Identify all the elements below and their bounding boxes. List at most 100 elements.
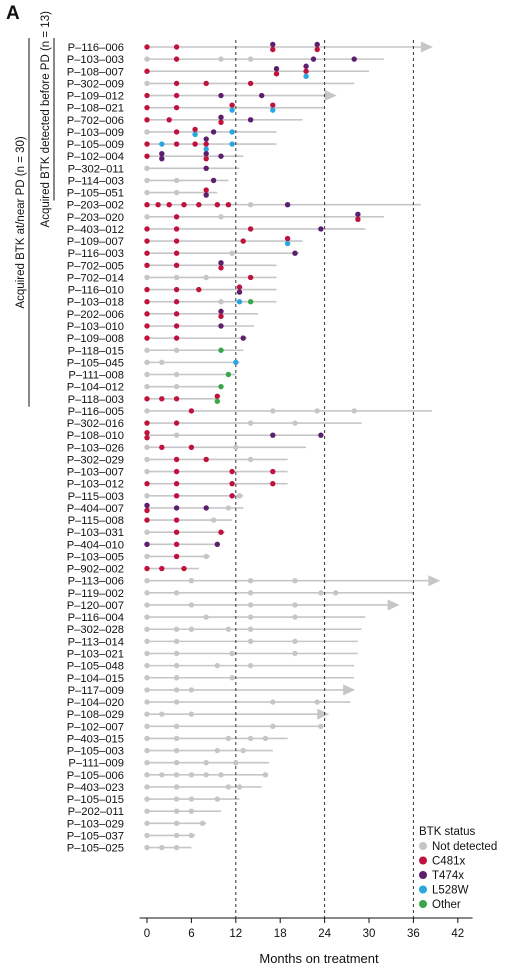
status-dot-c481: [173, 323, 180, 329]
status-dot-c481: [144, 141, 150, 147]
patient-label: P–116–005: [68, 406, 124, 418]
status-dot-nd: [333, 590, 339, 596]
status-dot-c481: [144, 117, 150, 123]
status-dot-c481: [236, 284, 243, 290]
status-dot-c481: [203, 187, 209, 193]
status-dot-c481: [270, 468, 276, 475]
status-dot-other: [218, 383, 224, 390]
patient-label: P–102–004: [67, 151, 124, 163]
legend-swatch-l528: [419, 885, 427, 894]
status-dot-nd: [229, 675, 235, 681]
status-dot-nd: [144, 408, 150, 414]
legend-swatch-c481: [419, 856, 427, 865]
status-dot-t474: [273, 66, 280, 72]
status-dot-nd: [203, 614, 209, 620]
status-dot-nd: [144, 165, 150, 171]
status-dot-c481: [144, 201, 150, 208]
status-dot-nd: [173, 747, 180, 754]
patient-label: P–103–009: [67, 127, 124, 139]
status-dot-t474: [159, 155, 165, 162]
patient-label: P–105–025: [67, 843, 124, 855]
status-dot-nd: [144, 590, 150, 596]
status-dot-nd: [173, 383, 180, 390]
status-dot-nd: [173, 820, 180, 827]
status-dot-c481: [355, 216, 361, 223]
x-tick-label: 12: [229, 928, 242, 940]
status-dot-nd: [144, 214, 150, 220]
reference-lines: [235, 40, 414, 918]
status-dot-c481: [144, 434, 150, 441]
status-dot-c481: [144, 420, 150, 426]
patient-label: P–109–007: [67, 236, 124, 248]
patient-label: P–702–006: [67, 115, 124, 127]
patient-label: P–115–008: [68, 515, 124, 527]
x-tick-label: 42: [451, 928, 464, 940]
patient-label: P–103–005: [67, 551, 124, 563]
patient-label: P–109–012: [67, 91, 124, 103]
patient-label: P–114–003: [68, 175, 124, 187]
legend-label-t474: T474x: [432, 870, 464, 882]
status-dot-nd: [144, 687, 150, 693]
status-dot-nd: [173, 687, 180, 693]
status-dot-nd: [173, 189, 180, 196]
status-dot-nd: [214, 796, 220, 802]
status-dot-c481: [314, 46, 320, 53]
status-dot-c481: [214, 201, 220, 208]
ongoing-arrow: [420, 41, 433, 53]
status-dot-nd: [247, 602, 254, 608]
x-tick-label: 30: [363, 928, 376, 940]
status-dot-c481: [196, 286, 202, 293]
patient-label: P–302–016: [67, 418, 124, 430]
patient-label: P–105–048: [67, 661, 124, 673]
x-tick-label: 18: [274, 928, 287, 940]
status-dot-nd: [144, 529, 150, 535]
status-dot-t474: [173, 505, 180, 511]
status-dot-nd: [229, 650, 235, 657]
status-dot-t474: [203, 165, 209, 171]
status-dot-nd: [173, 590, 180, 596]
patient-label: P–103–007: [67, 467, 124, 479]
status-dot-nd: [144, 359, 150, 366]
status-dot-c481: [229, 480, 235, 487]
x-tick-label: 0: [144, 928, 150, 940]
status-dot-nd: [144, 699, 150, 705]
status-dot-nd: [247, 201, 254, 208]
status-dot-t474: [218, 92, 224, 99]
status-dot-nd: [262, 772, 269, 778]
status-dot-nd: [203, 759, 209, 766]
status-dot-nd: [144, 808, 150, 814]
x-axis: 0 6 12 18 24 30 36 42: [139, 917, 473, 940]
status-dot-c481: [173, 250, 180, 256]
patient-label: P–119–002: [68, 588, 124, 600]
status-dot-nd: [233, 759, 239, 766]
status-dot-nd: [144, 553, 150, 560]
group-label-at-pd: Acquired BTK at/near PD (n = 30): [15, 136, 27, 308]
status-dot-c481: [173, 480, 180, 487]
status-dot-c481: [144, 517, 150, 523]
patient-label: P–103–012: [67, 479, 124, 491]
status-dot-t474: [292, 250, 298, 256]
patient-label: P–113–006: [68, 576, 124, 588]
status-dot-c481: [144, 323, 150, 329]
status-dot-nd: [144, 614, 150, 620]
status-dot-nd: [247, 56, 254, 62]
status-dot-l528: [229, 107, 235, 113]
status-dot-nd: [173, 432, 180, 438]
patient-label: P–103–029: [67, 818, 124, 830]
patient-label: P–108–021: [67, 103, 124, 115]
status-dot-nd: [214, 747, 220, 754]
status-dot-c481: [173, 141, 180, 147]
status-dot-nd: [233, 444, 239, 450]
status-dot-nd: [188, 578, 195, 584]
status-dot-c481: [144, 480, 150, 487]
status-dot-nd: [173, 772, 180, 778]
status-dot-nd: [144, 723, 150, 729]
patient-label: P–103–003: [67, 54, 124, 66]
status-dot-nd: [144, 784, 150, 790]
status-dot-nd: [159, 359, 165, 366]
status-dot-nd: [144, 820, 150, 827]
status-dot-t474: [284, 201, 291, 208]
status-dot-other: [218, 347, 224, 353]
patient-label: P–403–015: [67, 733, 124, 745]
status-dot-c481: [214, 393, 220, 399]
